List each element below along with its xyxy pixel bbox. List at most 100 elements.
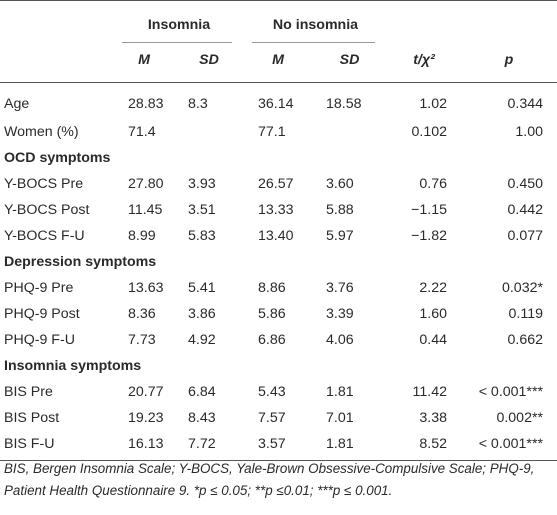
no-insomnia-sd-cell — [312, 119, 387, 145]
group-header-row: Insomnia No insomnia — [0, 1, 557, 43]
insomnia-sd-cell: 5.41 — [188, 280, 216, 296]
insomnia-sd-cell: 5.83 — [188, 228, 216, 244]
table-row: BIS Pre 20.77 6.84 5.43 1.81 11.42 < 0.001*** — [0, 379, 557, 405]
p-value-cell: 0.119 — [508, 306, 543, 322]
no-insomnia-mean-cell: 13.33 — [258, 202, 294, 218]
row-label: Y-BOCS F-U — [4, 228, 85, 244]
insomnia-sd-cell: 4.92 — [188, 332, 216, 348]
general-rows: Age 28.83 8.3 36.14 18.58 1.02 0.344 Women (%) 7… — [0, 83, 557, 146]
depression-section: Depression symptoms PHQ-9 Pre 13.63 5.41 8.8… — [0, 249, 557, 353]
no-insomnia-mean-cell: 36.14 — [258, 96, 294, 112]
p-value-cell: 0.344 — [507, 96, 543, 112]
p-value-cell: 0.442 — [507, 202, 543, 218]
section-heading: Insomnia symptoms — [4, 358, 142, 374]
p-value-cell: 1.00 — [515, 124, 543, 140]
insomnia-mean-cell: 13.63 — [128, 280, 164, 296]
row-label: Women (%) — [4, 124, 79, 140]
no-insomnia-mean-cell: 13.40 — [258, 228, 294, 244]
table-row: PHQ-9 Pre 13.63 5.41 8.86 3.76 2.22 0.032* — [0, 275, 557, 301]
table-row: Age 28.83 8.3 36.14 18.58 1.02 0.344 — [0, 83, 557, 120]
insomnia-sd-cell — [174, 119, 244, 145]
no-insomnia-sd-cell: 4.06 — [326, 332, 354, 348]
insomnia-mean-cell: 7.73 — [128, 332, 156, 348]
no-insomnia-sd-cell: 7.01 — [326, 410, 354, 426]
col-header-m-insomnia: M — [114, 38, 174, 83]
col-header-m-no-insomnia: M — [244, 38, 312, 83]
row-label: Age — [4, 96, 30, 112]
no-insomnia-sd-cell: 18.58 — [326, 96, 362, 112]
no-insomnia-mean-cell: 5.43 — [258, 384, 286, 400]
insomnia-sd-cell: 3.86 — [188, 306, 216, 322]
no-insomnia-sd-cell: 3.60 — [326, 176, 354, 192]
section-heading-row: Insomnia symptoms — [0, 353, 557, 379]
no-insomnia-mean-cell: 26.57 — [258, 176, 294, 192]
insomnia-sd-cell: 7.72 — [174, 431, 244, 461]
no-insomnia-mean-cell: 7.57 — [258, 410, 286, 426]
insomnia-mean-cell: 8.99 — [128, 228, 156, 244]
col-header-test-statistic: t/χ² — [387, 38, 461, 83]
insomnia-mean-cell: 19.23 — [128, 410, 164, 426]
section-heading-row: OCD symptoms — [0, 145, 557, 171]
col-header-sd-insomnia: SD — [174, 38, 244, 83]
table-row: Y-BOCS Post 11.45 3.51 13.33 5.88 −1.15 0.442 — [0, 197, 557, 223]
no-insomnia-mean-cell: 77.1 — [258, 124, 286, 140]
insomnia-sd-cell: 8.43 — [188, 410, 216, 426]
no-insomnia-sd-cell: 5.88 — [326, 202, 354, 218]
row-label: BIS Pre — [4, 384, 53, 400]
table-row: PHQ-9 F-U 7.73 4.92 6.86 4.06 0.44 0.662 — [0, 327, 557, 353]
p-value-cell: < 0.001*** — [478, 384, 543, 400]
table-row: PHQ-9 Post 8.36 3.86 5.86 3.39 1.60 0.119 — [0, 301, 557, 327]
p-value-cell: 0.662 — [507, 332, 543, 348]
col-header-p-value: p — [461, 38, 557, 83]
insomnia-mean-cell: 27.80 — [128, 176, 164, 192]
table-row: BIS F-U 16.13 7.72 3.57 1.81 8.52 < 0.001*** — [0, 431, 557, 461]
p-value-cell: 0.032* — [501, 280, 543, 296]
insomnia-mean-cell: 20.77 — [128, 384, 164, 400]
row-label: Y-BOCS Pre — [4, 176, 84, 192]
p-value-cell: 0.077 — [507, 228, 543, 244]
test-statistic-cell: −1.82 — [411, 228, 447, 244]
insomnia-mean-cell: 71.4 — [128, 124, 156, 140]
test-statistic-cell: 0.44 — [419, 332, 447, 348]
test-statistic-cell: 0.76 — [419, 176, 447, 192]
insomnia-mean-cell: 28.83 — [128, 96, 164, 112]
insomnia-sd-cell: 8.3 — [188, 96, 208, 112]
ocd-section: OCD symptoms Y-BOCS Pre 27.80 3.93 26.57 3.60… — [0, 145, 557, 249]
insomnia-sd-cell: 3.51 — [188, 202, 216, 218]
insomnia-mean-cell: 8.36 — [128, 306, 156, 322]
test-statistic-cell: 1.02 — [419, 96, 447, 112]
test-statistic-cell: 1.60 — [419, 306, 447, 322]
footnote-line-2: Patient Health Questionnaire 9. *p ≤ 0.0… — [4, 483, 393, 498]
no-insomnia-sd-cell: 1.81 — [312, 431, 387, 461]
p-value-cell: < 0.001*** — [461, 431, 557, 461]
section-heading: OCD symptoms — [4, 150, 111, 166]
no-insomnia-sd-cell: 3.39 — [326, 306, 354, 322]
test-statistic-cell: 0.102 — [411, 124, 447, 140]
test-statistic-cell: 3.38 — [419, 410, 447, 426]
row-label: PHQ-9 Pre — [4, 280, 74, 296]
insomnia-sd-cell: 3.93 — [188, 176, 216, 192]
test-statistic-cell: 11.42 — [412, 384, 447, 400]
section-heading: Depression symptoms — [4, 254, 157, 270]
p-value-cell: 0.002** — [496, 410, 543, 426]
row-label: BIS F-U — [0, 431, 114, 461]
table-footnote: BIS, Bergen Insomnia Scale; Y-BOCS, Yale… — [4, 458, 554, 502]
test-statistic-cell: 2.22 — [419, 280, 447, 296]
row-label: PHQ-9 Post — [4, 306, 80, 322]
insomnia-sd-cell: 6.84 — [188, 384, 216, 400]
section-heading-row: Depression symptoms — [0, 249, 557, 275]
test-statistic-cell: −1.15 — [411, 202, 447, 218]
no-insomnia-mean-cell: 8.86 — [258, 280, 286, 296]
col-header-sd-no-insomnia: SD — [312, 38, 387, 83]
table-top-rule — [0, 0, 557, 1]
table-row: BIS Post 19.23 8.43 7.57 7.01 3.38 0.002** — [0, 405, 557, 431]
insomnia-section: Insomnia symptoms BIS Pre 20.77 6.84 5.43 1.8… — [0, 353, 557, 461]
table-row: Y-BOCS F-U 8.99 5.83 13.40 5.97 −1.82 0.077 — [0, 223, 557, 249]
no-insomnia-mean-cell: 5.86 — [258, 306, 286, 322]
comparison-table: Insomnia No insomnia M SD M SD t/χ² p Ag… — [0, 0, 557, 461]
insomnia-mean-cell: 16.13 — [114, 431, 174, 461]
no-insomnia-sd-cell: 1.81 — [326, 384, 354, 400]
row-label: BIS Post — [4, 410, 60, 426]
footnote-line-1: BIS, Bergen Insomnia Scale; Y-BOCS, Yale… — [4, 461, 535, 476]
